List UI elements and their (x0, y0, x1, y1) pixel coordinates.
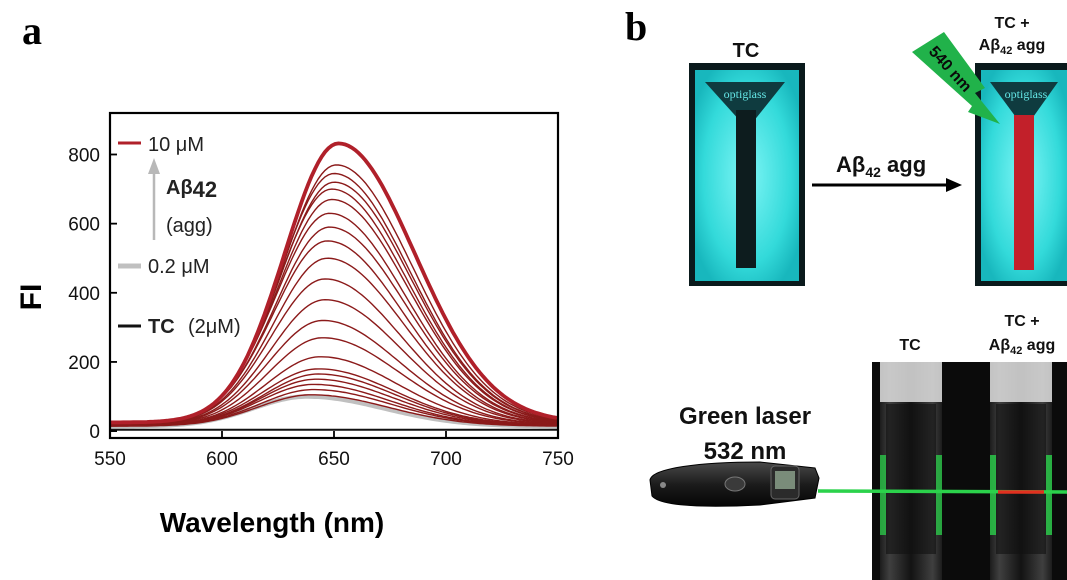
laser-wavelength: 532 nm (704, 438, 787, 465)
y-tick-label: 800 (68, 145, 100, 166)
legend-low: 0.2 μM (148, 256, 210, 278)
cuvette-mix-label-line2: Aβ42 agg (979, 37, 1045, 57)
y-tick-label: 600 (68, 215, 100, 236)
y-tick-label: 400 (68, 284, 100, 305)
cuvette-mix-photo: optiglass (975, 63, 1067, 286)
x-axis: 550 600 650 700 750 (94, 431, 574, 470)
x-tick-label: 550 (94, 449, 126, 470)
laser-cuvettes-photo (872, 362, 1067, 580)
cuvette-mix-label-line1: TC + (994, 15, 1029, 32)
legend-analyte: Aβ42 (166, 177, 217, 202)
panel-b-letter: b (625, 4, 647, 49)
bottom-mix-label-line2: Aβ42 agg (989, 337, 1055, 357)
legend-tc: TC (148, 316, 175, 338)
cuvette-brand-right: optiglass (1005, 87, 1048, 101)
x-tick-label: 700 (430, 449, 462, 470)
legend-analyte-state: (agg) (166, 215, 213, 237)
cuvette-brand-left: optiglass (724, 87, 767, 101)
y-axis-label: FI (15, 284, 48, 311)
series-high (110, 141, 558, 425)
x-tick-label: 600 (206, 449, 238, 470)
cuvette-tc-label: TC (733, 40, 760, 62)
x-tick-label: 650 (318, 449, 350, 470)
series-curve (110, 356, 557, 426)
x-axis-label: Wavelength (nm) (160, 507, 385, 538)
y-axis: 0 200 400 600 800 (68, 145, 117, 443)
series-curve (110, 319, 557, 426)
legend-tc-conc: (2μM) (188, 316, 241, 338)
reaction-arrow: Aβ42 agg (812, 152, 962, 192)
y-tick-label: 200 (68, 353, 100, 374)
spectra-curves (110, 141, 558, 431)
laser-pointer (649, 461, 820, 507)
legend: 10 μM Aβ42 (agg) 0.2 μM TC (2μM) (118, 134, 241, 338)
bottom-tc-label: TC (899, 337, 921, 354)
cuvette-tc-photo: optiglass (689, 63, 805, 286)
laser-title: Green laser (679, 403, 811, 430)
reaction-arrow-label: Aβ42 agg (836, 152, 926, 180)
legend-high: 10 μM (148, 134, 204, 156)
y-tick-label: 0 (89, 422, 100, 443)
x-tick-label: 750 (542, 449, 574, 470)
bottom-mix-label-line1: TC + (1004, 313, 1039, 330)
panel-a-letter: a (22, 8, 42, 53)
panel-a-chart: 550 600 650 700 750 0 200 400 600 800 Wavelength… (15, 111, 574, 538)
legend-arrow-head (148, 158, 160, 174)
